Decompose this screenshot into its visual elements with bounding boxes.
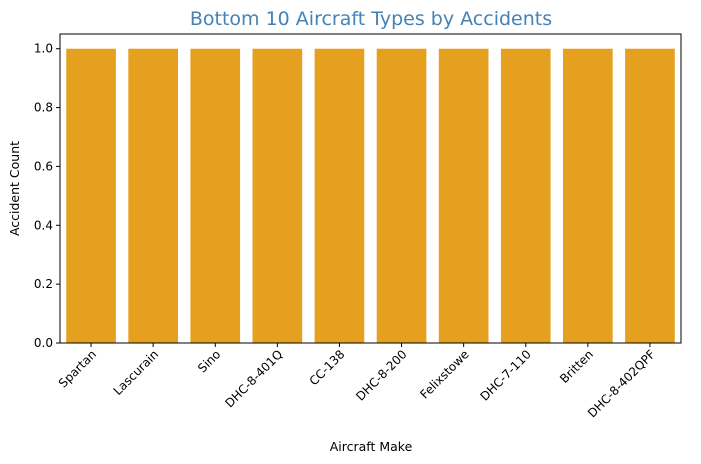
- x-tick-label: Britten: [557, 347, 596, 386]
- y-tick-label: 0.2: [34, 277, 53, 291]
- bar-sino: [190, 48, 241, 343]
- bar-dhc-7-110: [500, 48, 551, 343]
- y-tick-label: 1.0: [34, 42, 53, 56]
- bar-felixstowe: [438, 48, 489, 343]
- x-tick-label: Lascurain: [111, 347, 162, 398]
- x-tick-label: Sino: [195, 347, 223, 375]
- bar-britten: [563, 48, 613, 343]
- bar-spartan: [66, 48, 116, 343]
- y-tick-label: 0.6: [34, 159, 53, 173]
- bar-dhc-8-402qpf: [625, 48, 675, 343]
- y-axis: 0.0 0.2 0.4 0.6 0.8 1.0: [34, 42, 60, 350]
- x-tick-label: DHC-8-200: [353, 347, 409, 403]
- x-tick-label: Spartan: [56, 347, 99, 390]
- x-tick-label: CC-138: [307, 347, 348, 388]
- y-tick-label: 0.4: [34, 218, 53, 232]
- x-tick-label: Felixstowe: [417, 347, 471, 401]
- x-tick-label: DHC-8-402QPF: [585, 347, 658, 420]
- x-axis-label: Aircraft Make: [330, 439, 413, 454]
- bars: [66, 48, 675, 343]
- bar-lascurain: [128, 48, 178, 343]
- bar-dhc-8-200: [376, 48, 427, 343]
- chart-title: Bottom 10 Aircraft Types by Accidents: [190, 8, 552, 30]
- x-tick-label: DHC-7-110: [477, 347, 533, 403]
- x-tick-label: DHC-8-401Q: [222, 347, 285, 410]
- y-axis-label: Accident Count: [7, 141, 22, 236]
- y-tick-label: 0.0: [34, 336, 53, 350]
- y-tick-label: 0.8: [34, 101, 53, 115]
- bar-cc-138: [314, 48, 365, 343]
- plot-frame: [59, 33, 682, 344]
- bar-dhc-8-401q: [252, 48, 303, 343]
